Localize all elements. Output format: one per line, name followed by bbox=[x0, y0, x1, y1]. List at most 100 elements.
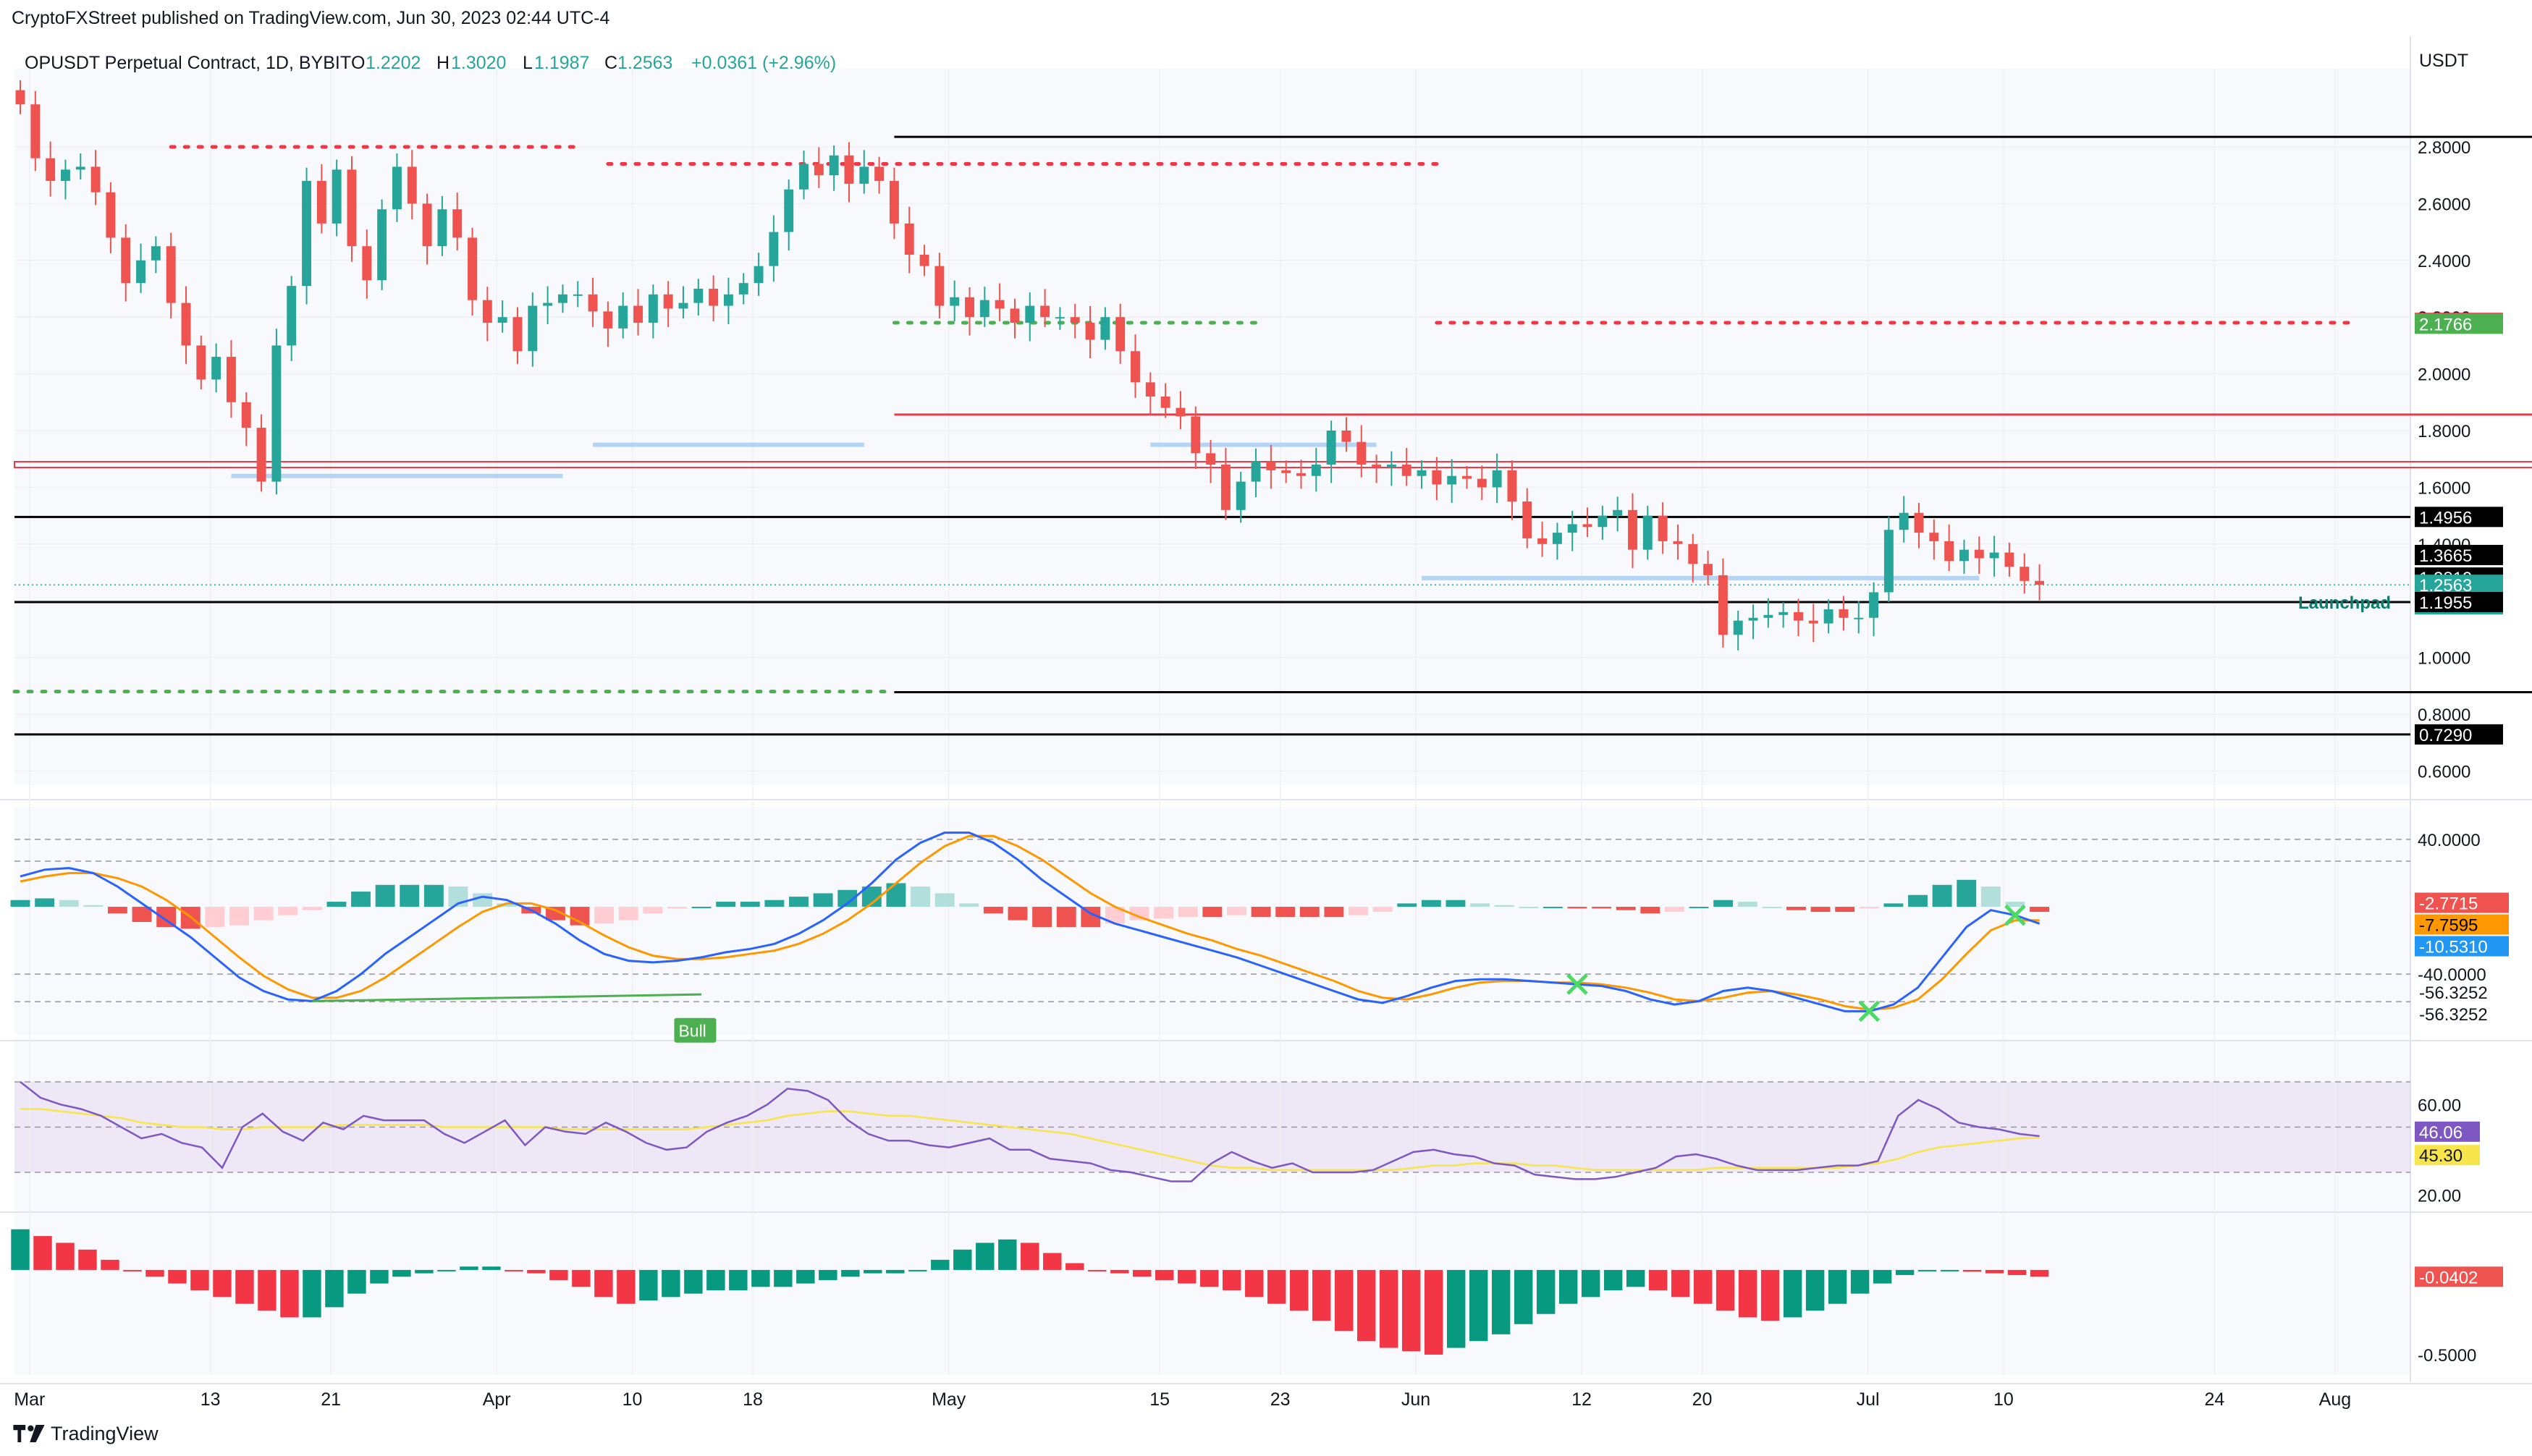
candle-body bbox=[1191, 416, 1201, 454]
badge-bg bbox=[2415, 914, 2509, 935]
tradingview-brand[interactable]: TradingView bbox=[13, 1423, 159, 1445]
macd-histogram-bar bbox=[934, 893, 955, 907]
momentum-bar bbox=[2007, 1269, 2027, 1275]
candle-body bbox=[1823, 609, 1833, 624]
candle-body bbox=[693, 289, 704, 303]
macd-tick-label: 40.0000 bbox=[2418, 831, 2481, 850]
macd-histogram-bar bbox=[691, 907, 712, 909]
momentum-bar bbox=[303, 1269, 321, 1318]
momentum-bar bbox=[1917, 1269, 1937, 1271]
candle-body bbox=[1070, 317, 1080, 323]
legend-low-label: L bbox=[523, 53, 533, 73]
candle-body bbox=[1507, 470, 1517, 501]
momentum-bar bbox=[280, 1269, 299, 1318]
candle-body bbox=[1929, 533, 1939, 541]
chart-canvas[interactable]: 1(2.8353)0.5(1.8566)0(0.8778)Launchpad B… bbox=[0, 36, 2532, 1411]
momentum-bar bbox=[617, 1269, 636, 1304]
candle-body bbox=[1959, 549, 1969, 562]
macd-histogram-bar bbox=[1008, 907, 1028, 920]
momentum-bar bbox=[1895, 1269, 1915, 1275]
momentum-axis-badge: -0.0402 bbox=[2415, 1266, 2503, 1287]
momentum-bar bbox=[1693, 1269, 1713, 1304]
rsi-line bbox=[20, 1081, 2040, 1182]
candle-body bbox=[1025, 305, 1035, 323]
momentum-bar bbox=[796, 1269, 815, 1284]
macd-histogram-bar bbox=[1494, 905, 1514, 907]
price-levels: 1(2.8353)0.5(1.8566)0(0.8778)Launchpad bbox=[12, 135, 2532, 736]
momentum-pane bbox=[11, 1229, 2049, 1355]
pane-bg-3 bbox=[14, 1209, 2410, 1375]
macd-histogram-bar bbox=[1762, 907, 1782, 909]
momentum-bar bbox=[886, 1269, 905, 1274]
legend-close: 1.2563 bbox=[617, 53, 672, 73]
momentum-bar bbox=[594, 1269, 613, 1298]
momentum-bar bbox=[976, 1243, 995, 1270]
macd-histogram-bar bbox=[423, 884, 444, 907]
candle-body bbox=[151, 246, 161, 261]
candle-body bbox=[407, 166, 417, 204]
candle-body bbox=[543, 302, 553, 306]
candle-body bbox=[1794, 611, 1803, 621]
candle-body bbox=[1974, 549, 1984, 559]
candle-body bbox=[271, 345, 282, 482]
time-tick-label: May bbox=[932, 1389, 966, 1410]
candle-body bbox=[1085, 323, 1095, 340]
momentum-bar bbox=[1200, 1269, 1219, 1287]
candle-body bbox=[75, 166, 85, 170]
momentum-bar bbox=[1603, 1269, 1623, 1290]
momentum-bar bbox=[1335, 1269, 1354, 1332]
candle-body bbox=[1642, 515, 1653, 550]
candle-body bbox=[1808, 620, 1818, 624]
candle-body bbox=[1100, 317, 1110, 340]
momentum-bar bbox=[168, 1269, 187, 1284]
price-axis-badge: 2.1766 bbox=[2415, 313, 2503, 334]
candle-body bbox=[302, 181, 311, 287]
momentum-bar bbox=[235, 1269, 254, 1304]
candle-body bbox=[437, 209, 447, 247]
macd-histogram-bar bbox=[278, 907, 298, 915]
candle-body bbox=[814, 164, 824, 176]
badge-text: -56.3252 bbox=[2419, 983, 2488, 1003]
candle-body bbox=[919, 254, 929, 266]
legend-open-label: O bbox=[351, 53, 365, 73]
macd-histogram-bar bbox=[545, 907, 565, 920]
candle-body bbox=[1718, 575, 1728, 635]
candle-body bbox=[2035, 580, 2045, 585]
candle-body bbox=[166, 246, 176, 303]
candle-body bbox=[678, 302, 688, 309]
momentum-bar bbox=[1648, 1269, 1668, 1290]
candle-body bbox=[1311, 465, 1321, 476]
macd-histogram-bar bbox=[473, 893, 493, 907]
macd-histogram-bar bbox=[1105, 907, 1125, 924]
candle-body bbox=[1778, 611, 1789, 615]
momentum-bar bbox=[1536, 1269, 1556, 1314]
rsi-pane bbox=[14, 1081, 2410, 1182]
macd-histogram-bar bbox=[59, 900, 79, 907]
candle-body bbox=[1673, 541, 1683, 544]
macd-histogram-bar bbox=[1640, 907, 1660, 914]
momentum-bar bbox=[1581, 1269, 1600, 1298]
badge-bg bbox=[2415, 1004, 2509, 1025]
price-tick-label: 1.6000 bbox=[2418, 478, 2470, 498]
candle-body bbox=[844, 155, 854, 184]
candle-body bbox=[287, 286, 297, 346]
momentum-tick-label: -0.5000 bbox=[2418, 1346, 2476, 1366]
legend-close-label: C bbox=[604, 53, 617, 73]
candle-body bbox=[1326, 431, 1336, 465]
price-tick-label: 2.0000 bbox=[2418, 365, 2470, 385]
momentum-bar bbox=[639, 1269, 658, 1301]
badge-text: 46.06 bbox=[2419, 1123, 2463, 1143]
macd-histogram-bar bbox=[253, 907, 274, 920]
price-tick-label: 2.8000 bbox=[2418, 138, 2470, 158]
macd-histogram-bar bbox=[1616, 907, 1636, 910]
momentum-bar bbox=[1514, 1269, 1533, 1324]
candle-body bbox=[1432, 470, 1442, 485]
candle-body bbox=[1688, 543, 1698, 564]
macd-histogram-bar bbox=[1372, 907, 1393, 913]
candle-body bbox=[316, 181, 326, 224]
resistance-band bbox=[14, 461, 2532, 469]
candle-body bbox=[1131, 351, 1140, 383]
macd-pane: Bull bbox=[10, 831, 2410, 1043]
momentum-bar bbox=[392, 1269, 411, 1277]
price-tick-label: 2.6000 bbox=[2418, 195, 2470, 214]
